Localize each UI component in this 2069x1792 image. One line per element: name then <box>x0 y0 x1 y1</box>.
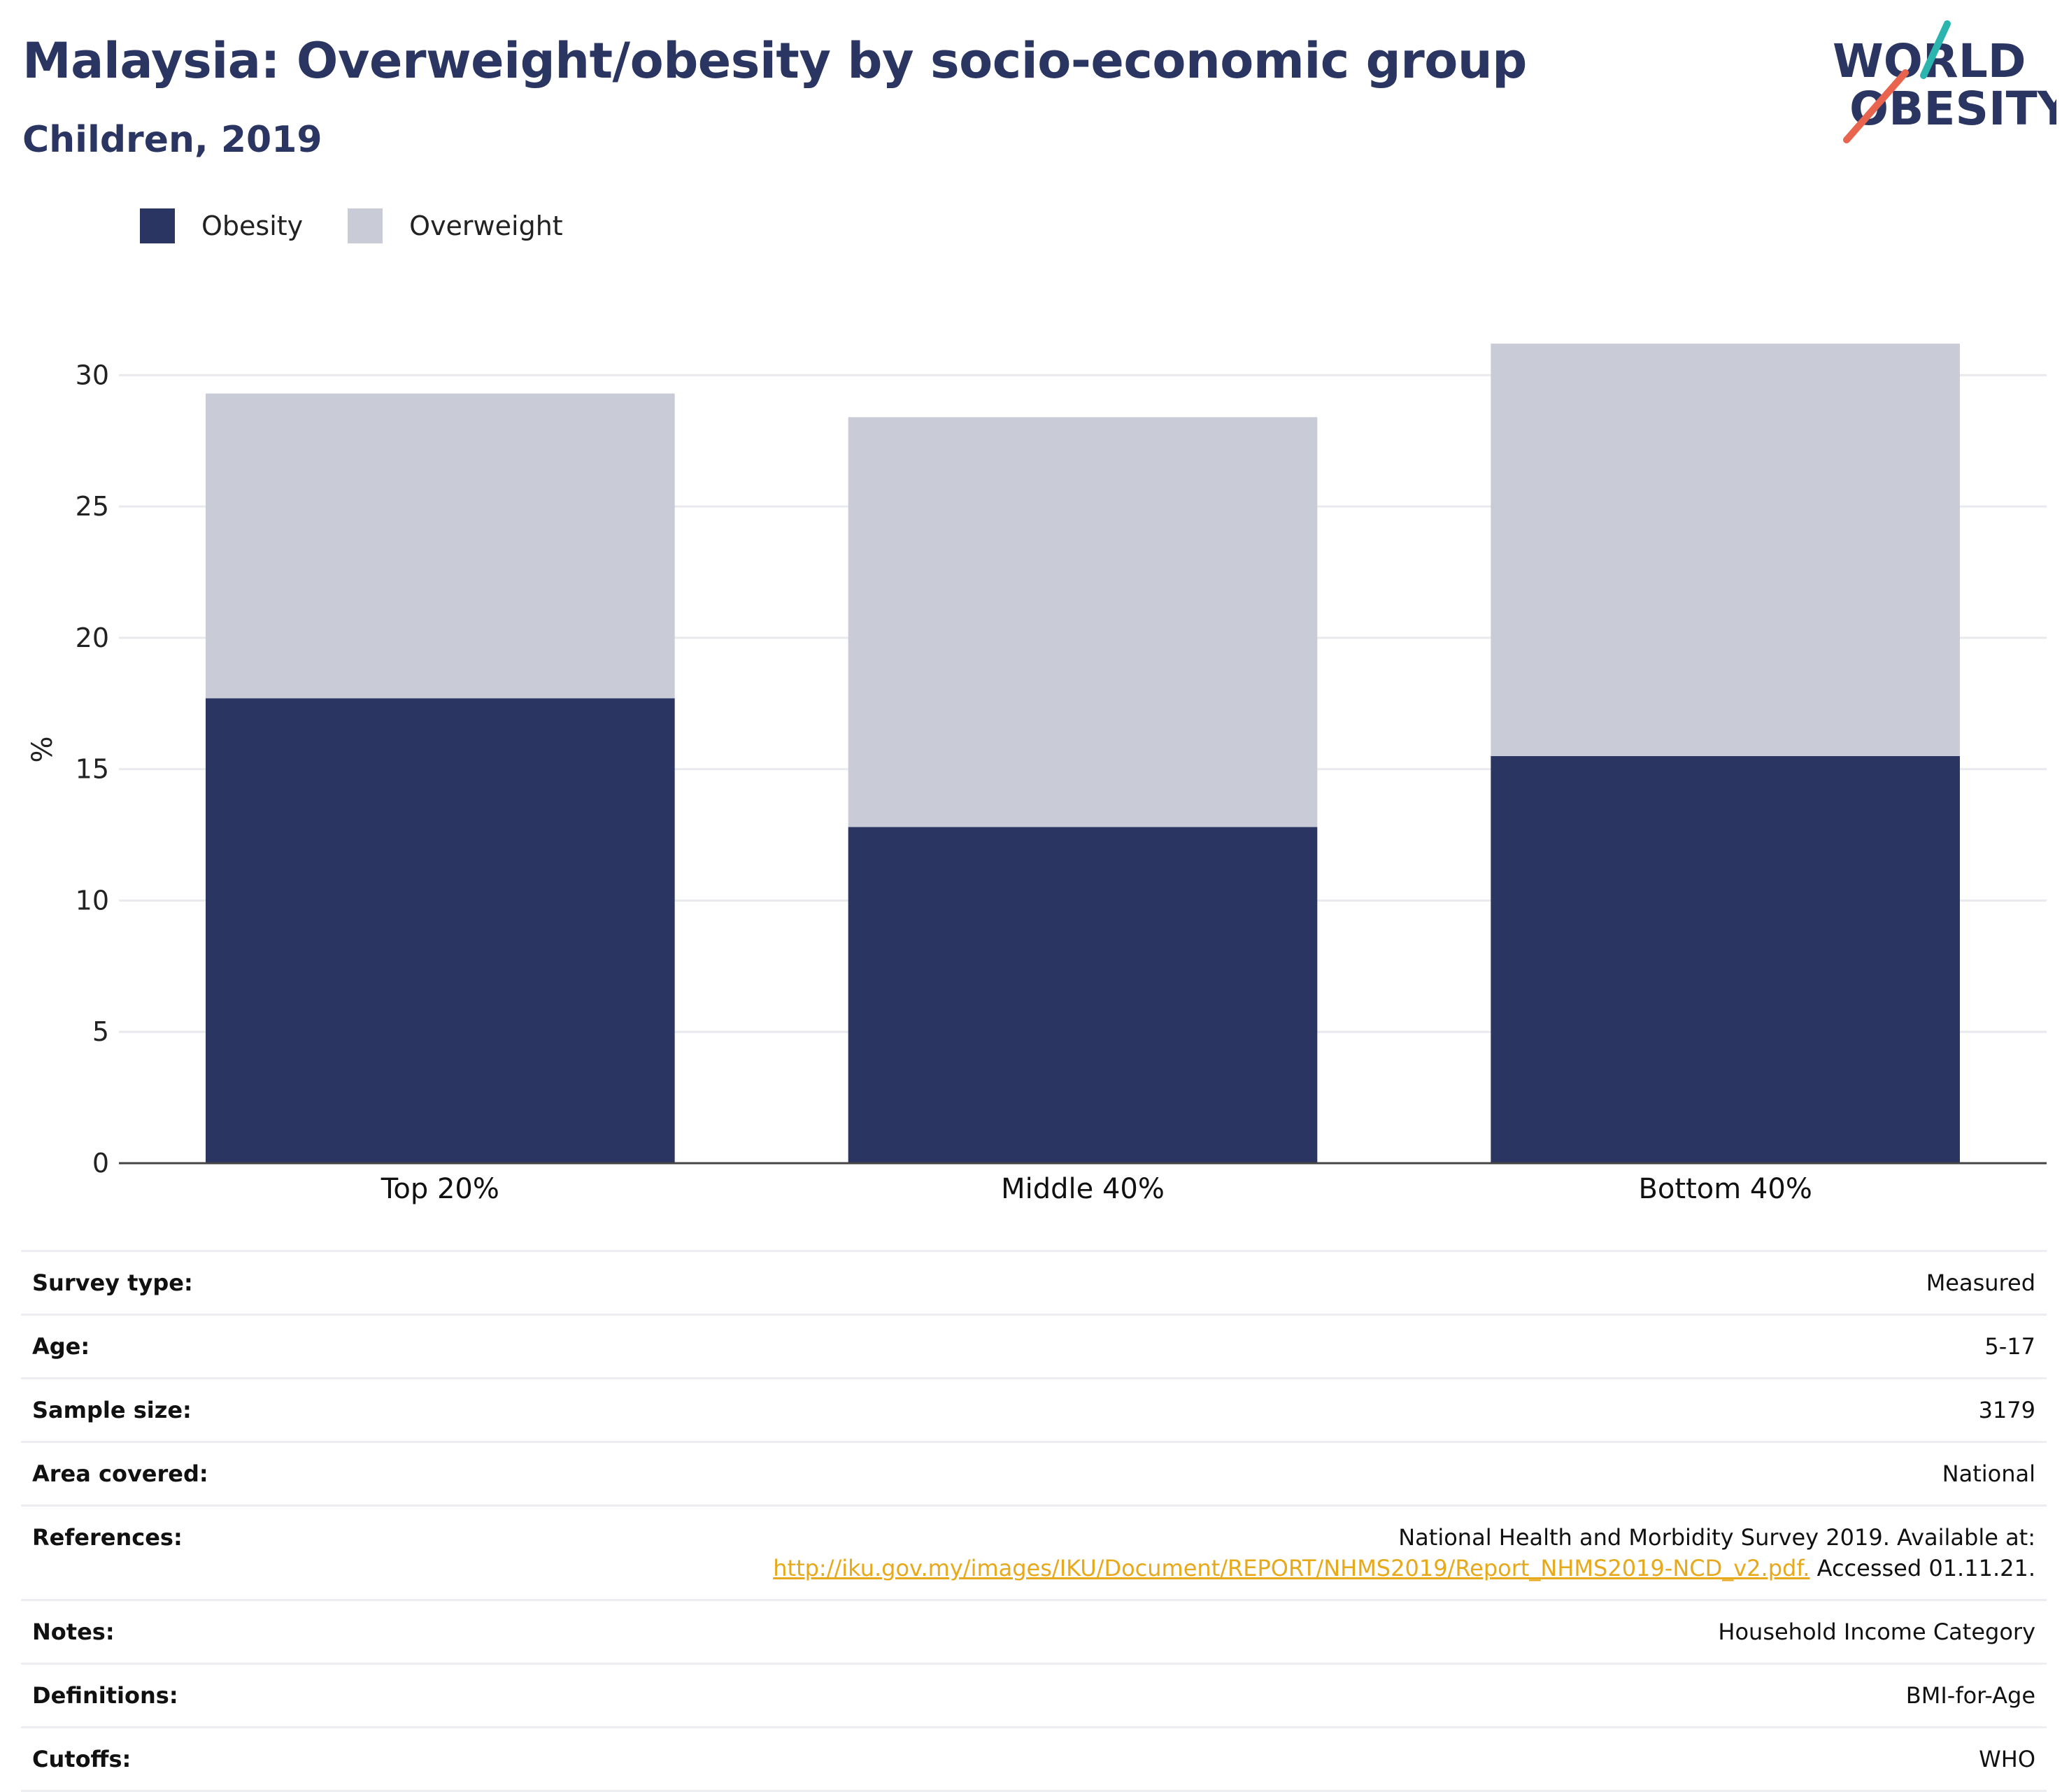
meta-row-references: References: National Health and Morbidit… <box>21 1505 2047 1600</box>
meta-row-area-covered: Area covered: National <box>21 1441 2047 1506</box>
legend-swatch-obesity <box>140 208 175 243</box>
bar-obesity-1 <box>206 698 675 1163</box>
legend-swatch-overweight <box>348 208 383 243</box>
bar-overweight-1 <box>206 393 675 699</box>
world-obesity-logo: WORLD OBESITY <box>1833 20 2056 143</box>
y-tick-label: 20 <box>76 623 109 653</box>
reference-link[interactable]: http://iku.gov.my/images/IKU/Document/RE… <box>773 1555 1810 1581</box>
y-tick-label: 10 <box>76 885 109 916</box>
x-tick-label: Top 20% <box>381 1173 499 1205</box>
meta-label: Area covered: <box>21 1441 463 1506</box>
reference-text: National Health and Morbidity Survey 201… <box>1398 1524 2035 1551</box>
meta-value: WHO <box>463 1726 2047 1792</box>
y-tick-label: 0 <box>92 1148 109 1179</box>
bar-overweight-3 <box>1491 343 1960 756</box>
meta-row-definitions: Definitions: BMI-for-Age <box>21 1663 2047 1728</box>
y-tick-label: 5 <box>92 1016 109 1047</box>
meta-row-sample-size: Sample size: 3179 <box>21 1377 2047 1442</box>
meta-value: 5-17 <box>463 1314 2047 1379</box>
references-value: National Health and Morbidity Survey 201… <box>463 1505 2047 1600</box>
meta-row-cutoffs: Cutoffs: WHO <box>21 1726 2047 1792</box>
logo-slash-teal <box>1920 20 1951 79</box>
meta-value: Household Income Category <box>463 1599 2047 1664</box>
legend-item-overweight[interactable]: Overweight <box>348 208 563 243</box>
meta-label: Sample size: <box>21 1377 463 1442</box>
legend-label-overweight: Overweight <box>409 211 563 241</box>
meta-label: Notes: <box>21 1599 463 1664</box>
meta-value: BMI-for-Age <box>463 1663 2047 1728</box>
meta-value: National <box>463 1441 2047 1506</box>
meta-value: Measured <box>463 1250 2047 1315</box>
survey-details-table: Survey type: Measured Age: 5-17 Sample s… <box>21 1250 2047 1792</box>
stacked-bar-chart: 0 5 10 15 20 25 30% Top 20% Middle 40% Bottom 40% <box>27 343 2047 1205</box>
legend-label-obesity: Obesity <box>201 211 304 241</box>
x-tick-label: Middle 40% <box>1001 1173 1165 1205</box>
meta-label: Cutoffs: <box>21 1726 463 1792</box>
meta-row-age: Age: 5-17 <box>21 1314 2047 1379</box>
meta-row-survey-type: Survey type: Measured <box>21 1250 2047 1315</box>
chart-title: Malaysia: Overweight/obesity by socio-ec… <box>22 32 1527 90</box>
x-tick-label: Bottom 40% <box>1638 1173 1812 1205</box>
y-tick-label: 25 <box>76 491 109 522</box>
meta-label: References: <box>21 1505 463 1600</box>
reference-accessed: Accessed 01.11.21. <box>1810 1555 2035 1581</box>
y-axis-title: % <box>27 736 59 762</box>
meta-row-notes: Notes: Household Income Category <box>21 1599 2047 1664</box>
meta-label: Age: <box>21 1314 463 1379</box>
meta-label: Definitions: <box>21 1663 463 1728</box>
chart-subtitle: Children, 2019 <box>22 119 322 161</box>
bar-obesity-3 <box>1491 755 1960 1163</box>
bar-overweight-2 <box>848 417 1318 827</box>
y-tick-label: 15 <box>76 754 109 785</box>
y-tick-label: 30 <box>76 360 109 390</box>
logo-slash-coral <box>1843 69 1909 143</box>
logo-line-obesity: OBESITY <box>1849 82 2056 136</box>
meta-label: Survey type: <box>21 1250 463 1315</box>
meta-value: 3179 <box>463 1377 2047 1442</box>
bar-obesity-2 <box>848 827 1318 1163</box>
legend-item-obesity[interactable]: Obesity <box>140 208 303 243</box>
chart-legend: Obesity Overweight <box>140 208 608 243</box>
